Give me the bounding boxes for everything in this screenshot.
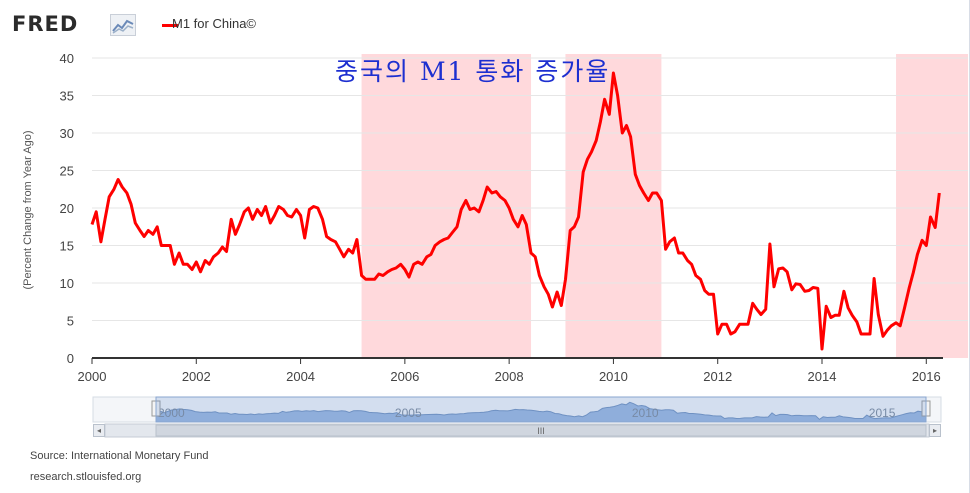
- scroll-left-button[interactable]: ◂: [93, 424, 105, 437]
- y-tick-20: 20: [60, 201, 74, 216]
- shaded-period-1: [361, 54, 532, 358]
- navigator-tick-2000: 2000: [158, 406, 185, 420]
- x-tick-2014: 2014: [808, 369, 837, 384]
- x-tick-2016: 2016: [912, 369, 941, 384]
- navigator-tick-2005: 2005: [395, 406, 422, 420]
- navigator-tick-2010: 2010: [632, 406, 659, 420]
- recession-bands: [361, 54, 968, 358]
- navigator-tick-2015: 2015: [869, 406, 896, 420]
- navigator-selection[interactable]: [155, 396, 927, 423]
- scroll-right-button[interactable]: ▸: [929, 424, 941, 437]
- y-tick-10: 10: [60, 276, 74, 291]
- fred-logo: FRED: [12, 12, 79, 36]
- source-site-link[interactable]: research.stlouisfed.org: [30, 471, 142, 483]
- x-tick-2002: 2002: [182, 369, 211, 384]
- y-tick-0: 0: [67, 351, 74, 366]
- y-tick-35: 35: [60, 89, 74, 104]
- x-tick-2000: 2000: [78, 369, 107, 384]
- y-tick-labels: 0 5 10 15 20 25 30 35 40: [60, 51, 74, 366]
- range-navigator[interactable]: 2000 2005 2010 2015 III: [92, 396, 942, 438]
- line-graph-icon: [110, 14, 136, 36]
- x-tick-labels: 2000 2002 2004 2006 2008 2010 2012 2014 2016: [78, 358, 941, 384]
- y-tick-25: 25: [60, 164, 74, 179]
- series-legend-label[interactable]: M1 for China©: [172, 16, 256, 31]
- y-tick-40: 40: [60, 51, 74, 66]
- y-tick-30: 30: [60, 126, 74, 141]
- navigator-tick-labels: 2000 2005 2010 2015: [158, 406, 896, 420]
- series-legend-swatch: [162, 24, 178, 27]
- y-tick-5: 5: [67, 314, 74, 329]
- y-axis-label: (Percent Change from Year Ago): [22, 130, 34, 290]
- y-tick-15: 15: [60, 239, 74, 254]
- scroll-grip-icon: III: [537, 426, 545, 436]
- x-tick-2004: 2004: [286, 369, 315, 384]
- x-tick-2010: 2010: [599, 369, 628, 384]
- source-text: Source: International Monetary Fund: [30, 450, 209, 462]
- shaded-period-3: [896, 54, 968, 358]
- x-tick-2008: 2008: [495, 369, 524, 384]
- x-tick-2012: 2012: [703, 369, 732, 384]
- navigator-area: [155, 401, 927, 423]
- x-tick-2006: 2006: [390, 369, 419, 384]
- navigator-scroll-thumb[interactable]: [155, 424, 927, 437]
- series-line-m1-china: [90, 71, 941, 351]
- shaded-period-2: [565, 54, 662, 358]
- overlay-title: 중국의 M1 통화 증가율: [335, 57, 611, 86]
